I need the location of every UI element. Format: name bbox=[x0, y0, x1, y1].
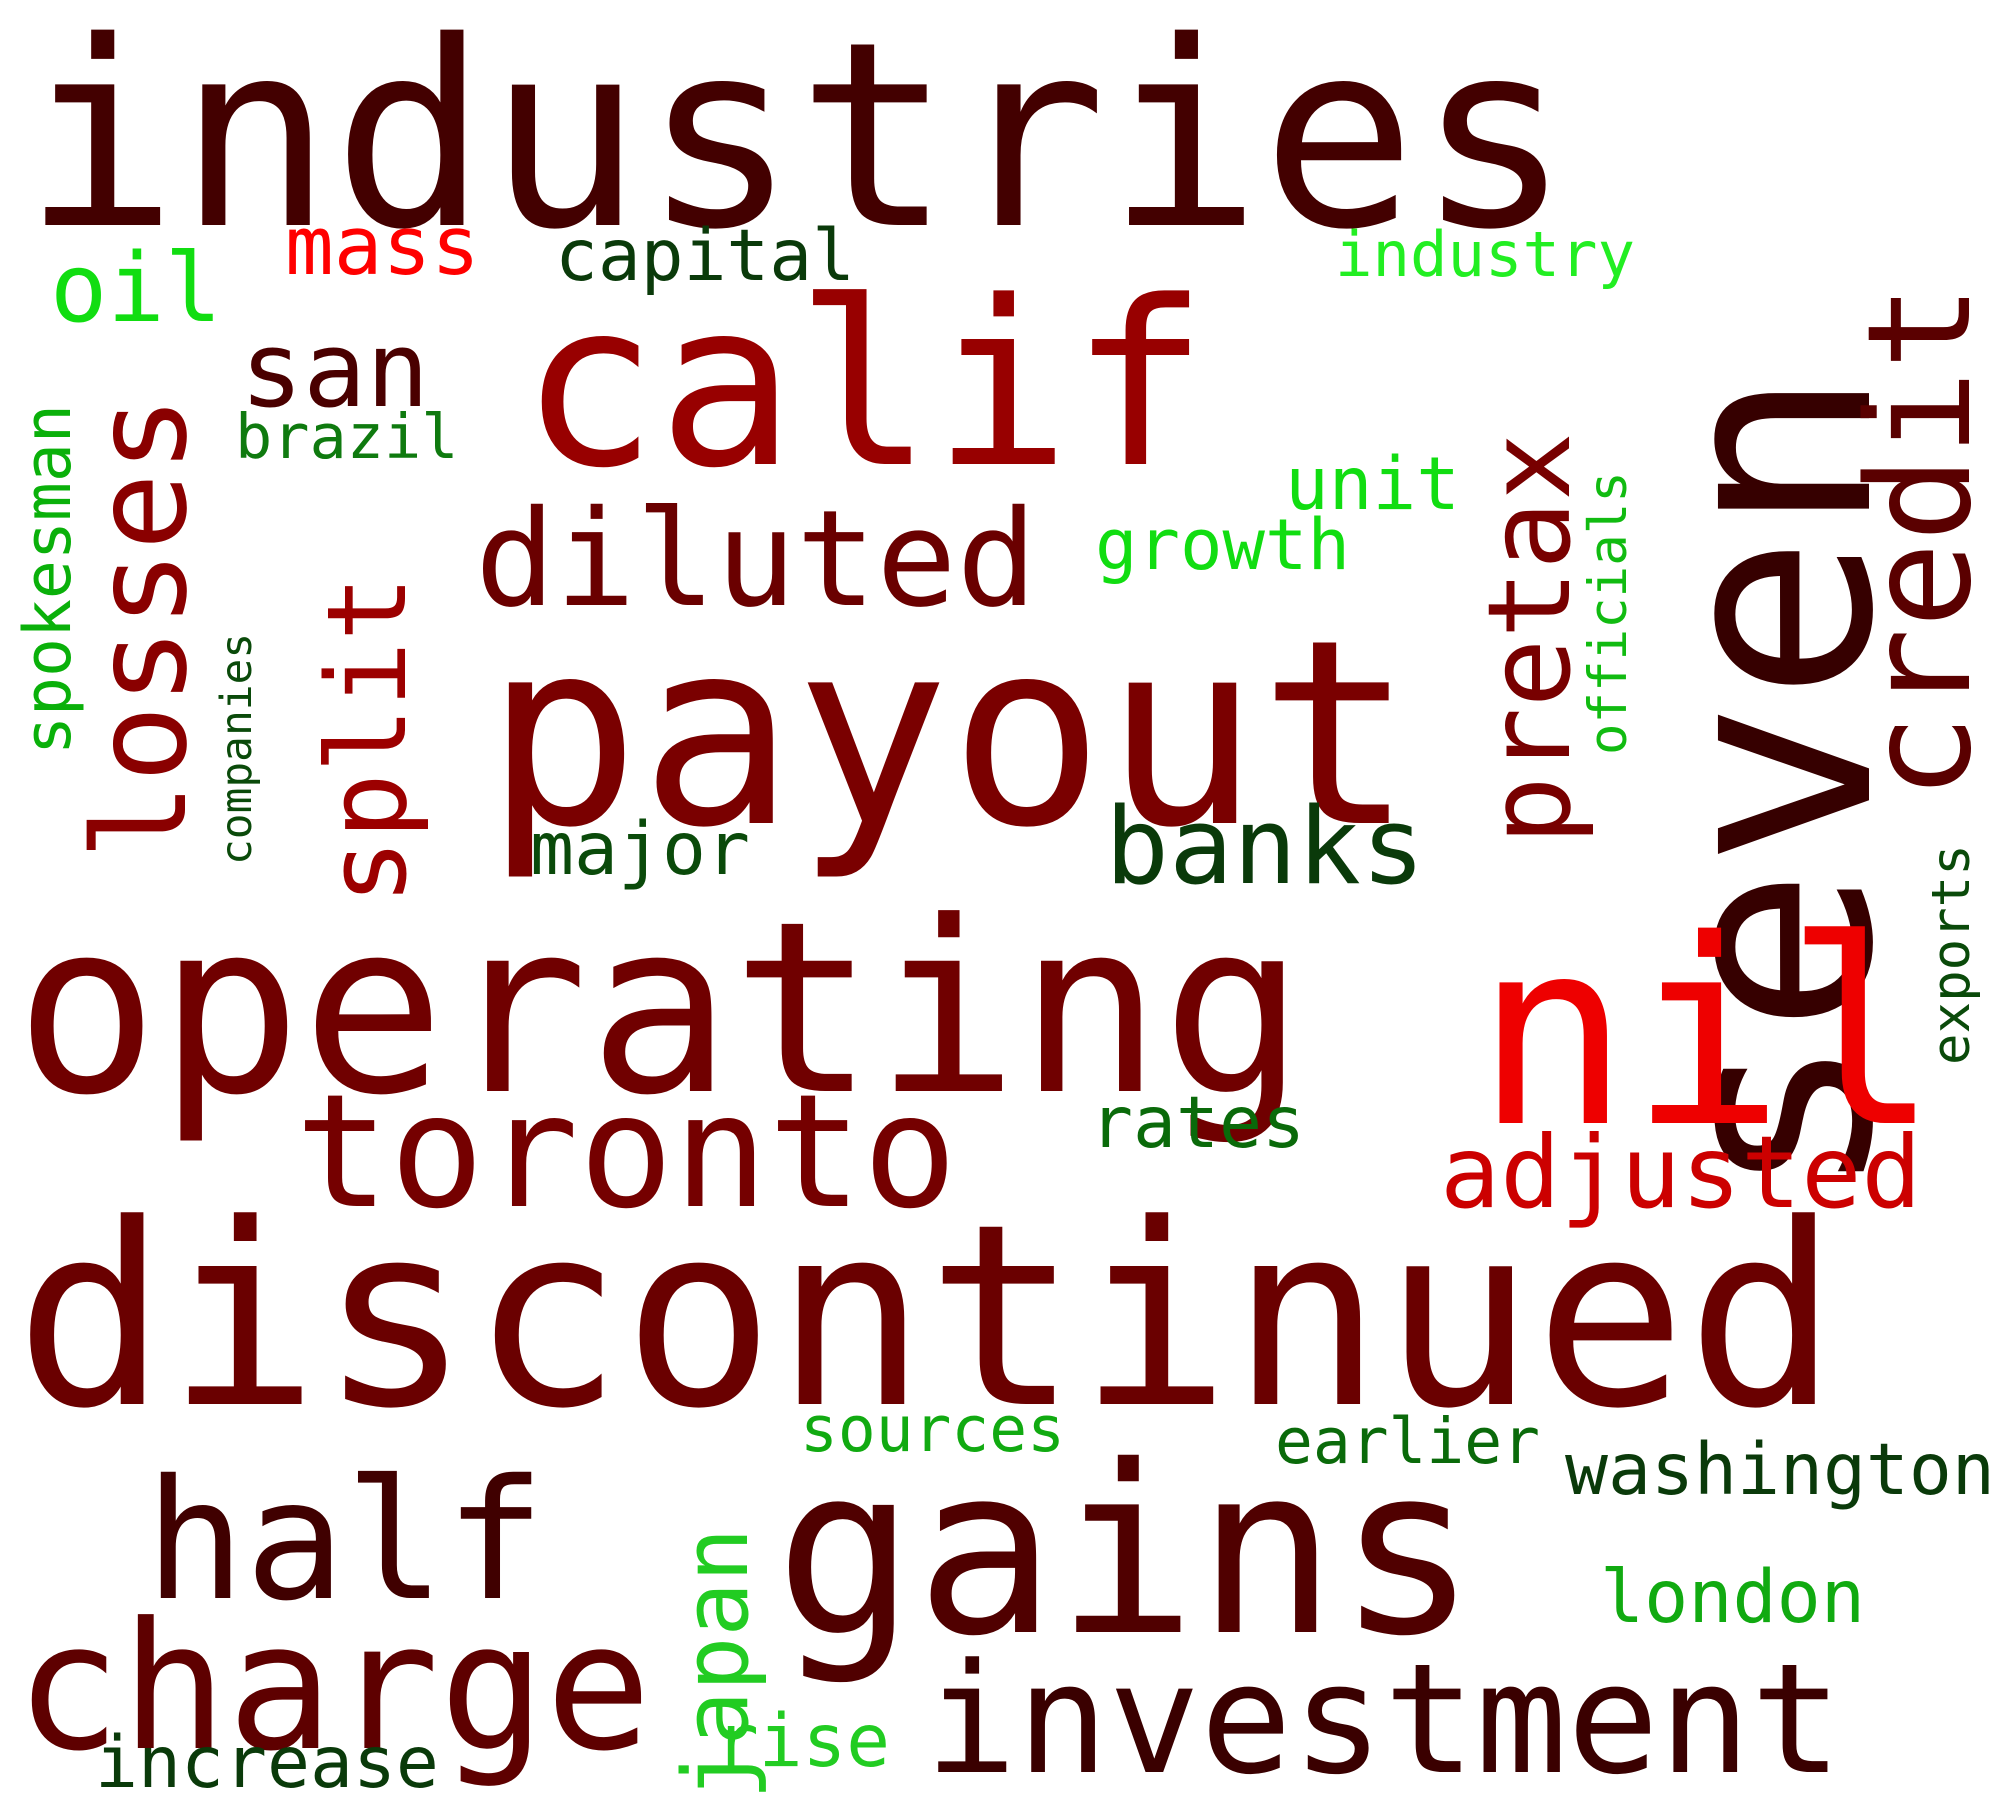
word-charge: charge bbox=[15, 1584, 652, 1791]
word-increase: increase bbox=[95, 1720, 439, 1800]
word-payout: payout bbox=[485, 584, 1414, 885]
word-split: split bbox=[302, 575, 431, 905]
word-sources: sources bbox=[800, 1392, 1065, 1466]
word-mass: mass bbox=[285, 200, 480, 295]
word-brazil: brazil bbox=[235, 400, 459, 473]
word-industries: industries bbox=[23, 0, 1572, 287]
word-major: major bbox=[530, 807, 750, 893]
word-capital: capital bbox=[555, 213, 856, 297]
word-banks: banks bbox=[1105, 785, 1425, 910]
word-san: san bbox=[240, 308, 430, 431]
word-industry: industry bbox=[1335, 217, 1635, 291]
word-exports: exports bbox=[1921, 844, 1983, 1065]
word-unit: unit bbox=[1285, 442, 1460, 527]
word-companies: companies bbox=[212, 632, 263, 865]
word-operating: operating bbox=[15, 870, 1306, 1148]
word-spokesman: spokesman bbox=[10, 404, 86, 755]
word-london: london bbox=[1600, 1554, 1865, 1640]
word-pretax: pretax bbox=[1462, 432, 1596, 845]
word-investment: investment bbox=[925, 1630, 1843, 1800]
word-diluted: diluted bbox=[475, 482, 1037, 638]
word-credit: credit bbox=[1835, 284, 2000, 800]
word-rise: rise bbox=[715, 1700, 890, 1785]
word-washington: washington bbox=[1565, 1428, 1995, 1512]
word-nil: nil bbox=[1475, 884, 1940, 1185]
word-earlier: earlier bbox=[1275, 1405, 1540, 1479]
word-gains: gains bbox=[775, 1415, 1478, 1688]
word-losses: losses bbox=[67, 395, 217, 860]
word-discontinued: discontinued bbox=[15, 1170, 1839, 1465]
word-rates: rates bbox=[1090, 1080, 1305, 1164]
word-officials: officials bbox=[1578, 471, 1640, 755]
word-growth: growth bbox=[1095, 502, 1350, 586]
word-adjusted: adjusted bbox=[1440, 1113, 1922, 1231]
word-oil: oil bbox=[50, 234, 222, 345]
word-calif: calif bbox=[520, 251, 1209, 518]
word-toronto: toronto bbox=[295, 1060, 958, 1244]
word-half: half bbox=[145, 1445, 546, 1639]
